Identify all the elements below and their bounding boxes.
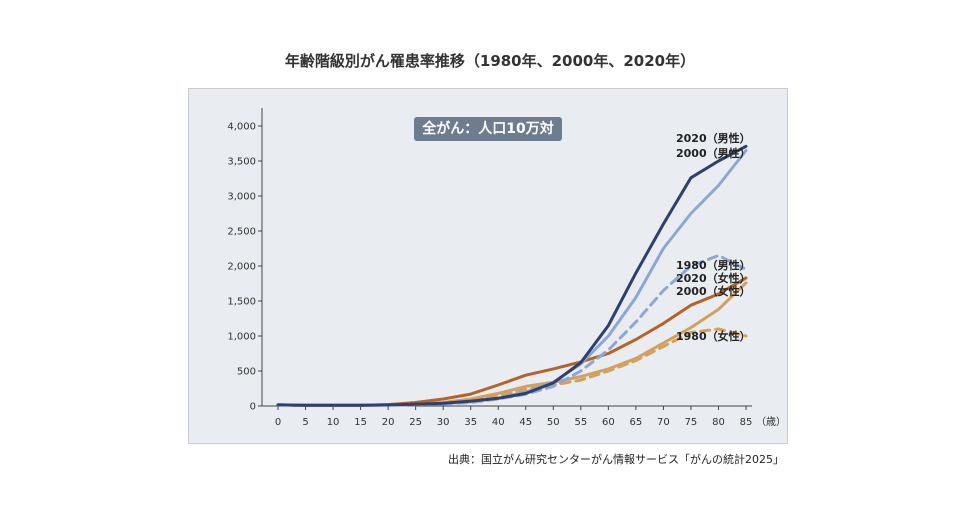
y-tick-label: 1,000 bbox=[227, 332, 256, 343]
y-tick-label: 4,000 bbox=[227, 122, 256, 133]
series-label: 2000（男性） bbox=[676, 146, 751, 160]
y-tick-label: 3,500 bbox=[227, 157, 256, 168]
x-tick-label: 60 bbox=[602, 417, 615, 428]
x-tick-label: 15 bbox=[354, 417, 367, 428]
x-tick-label: 35 bbox=[464, 417, 477, 428]
x-tick-label: 20 bbox=[382, 417, 395, 428]
x-tick-label: 5 bbox=[302, 417, 308, 428]
chart-panel bbox=[188, 88, 788, 444]
series-label: 1980（女性） bbox=[676, 329, 751, 343]
series-label: 1980（男性） bbox=[676, 258, 751, 272]
series-line bbox=[276, 144, 748, 407]
x-tick-label: 30 bbox=[437, 417, 450, 428]
series-label: 2020（男性） bbox=[676, 131, 751, 145]
y-tick-label: 2,000 bbox=[227, 262, 256, 273]
series-line bbox=[276, 281, 748, 407]
source-note: 出典：国立がん研究センターがん情報サービス「がんの統計2025」 bbox=[448, 453, 784, 466]
x-tick-label: 45 bbox=[519, 417, 532, 428]
y-tick-label: 1,500 bbox=[227, 297, 256, 308]
chart-title: 年齢階級別がん罹患率推移（1980年、2000年、2020年） bbox=[284, 52, 696, 70]
series-lines bbox=[276, 144, 748, 407]
x-tick-label: 85 bbox=[740, 417, 753, 428]
x-tick-label: 75 bbox=[685, 417, 698, 428]
series-labels: 2020（男性）2000（男性） 1980（男性）2020（女性）2000（女性）… bbox=[676, 131, 751, 343]
series-label: 2020（女性） bbox=[676, 271, 751, 285]
x-tick-label: 55 bbox=[574, 417, 587, 428]
x-tick-label: 0 bbox=[275, 417, 281, 428]
y-tick-label: 0 bbox=[250, 402, 256, 413]
x-tick-label: 50 bbox=[547, 417, 560, 428]
y-tick-label: 2,500 bbox=[227, 227, 256, 238]
y-tick-label: 3,000 bbox=[227, 192, 256, 203]
x-tick-label: 80 bbox=[712, 417, 725, 428]
series-label: 2000（女性） bbox=[676, 284, 751, 298]
x-tick-label: 10 bbox=[327, 417, 340, 428]
y-tick-label: 500 bbox=[237, 367, 256, 378]
x-tick-label: 70 bbox=[657, 417, 670, 428]
x-tick-label: 65 bbox=[630, 417, 643, 428]
x-axis-unit-label: （歳） bbox=[756, 416, 786, 428]
x-tick-label: 40 bbox=[492, 417, 505, 428]
x-tick-label: 25 bbox=[409, 417, 422, 428]
chart-badge: 全がん：人口10万対 bbox=[414, 117, 562, 141]
